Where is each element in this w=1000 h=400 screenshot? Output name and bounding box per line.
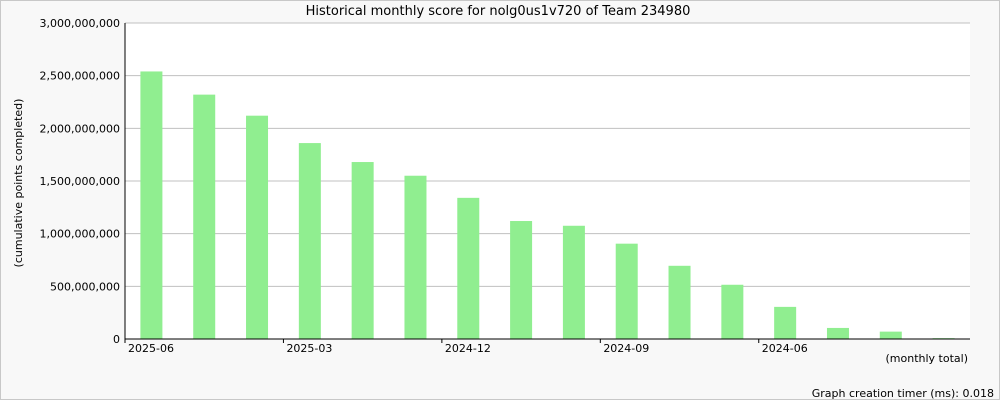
y-tick-label: 500,000,000: [50, 280, 120, 293]
y-tick-label: 3,000,000,000: [40, 17, 120, 30]
chart-title: Historical monthly score for nolg0us1v72…: [306, 4, 691, 19]
bar: [246, 115, 269, 340]
bar: [298, 143, 321, 339]
bar: [562, 225, 585, 339]
bar: [193, 94, 216, 339]
y-tick-label: 1,500,000,000: [40, 175, 120, 188]
y-tick-label: 2,500,000,000: [40, 70, 120, 83]
y-tick-label: 1,000,000,000: [40, 228, 120, 241]
plot-area: 0 500,000,000 1,000,000,000 1,500,000,000 2,…: [40, 17, 970, 355]
bar: [615, 243, 638, 339]
bar: [879, 331, 902, 339]
x-axis-label: (monthly total): [886, 352, 969, 365]
bar: [404, 175, 427, 339]
x-tick-label: 2024-06: [762, 342, 808, 355]
x-tick-label: 2025-03: [286, 342, 332, 355]
bar: [510, 221, 533, 339]
bar: [457, 197, 480, 339]
x-tick-label: 2024-12: [445, 342, 491, 355]
bar: [774, 306, 797, 339]
bar: [140, 71, 163, 339]
y-axis-label: (cumulative points completed): [12, 99, 25, 268]
bar: [668, 265, 691, 339]
x-tick-label: 2024-09: [603, 342, 649, 355]
y-tick-label: 2,000,000,000: [40, 122, 120, 135]
x-tick-label: 2025-06: [128, 342, 174, 355]
bar: [351, 162, 374, 339]
y-tick-label: 0: [113, 333, 120, 346]
bar: [721, 284, 744, 339]
graph-timer-footer: Graph creation timer (ms): 0.018: [812, 387, 994, 400]
bar: [826, 327, 849, 339]
